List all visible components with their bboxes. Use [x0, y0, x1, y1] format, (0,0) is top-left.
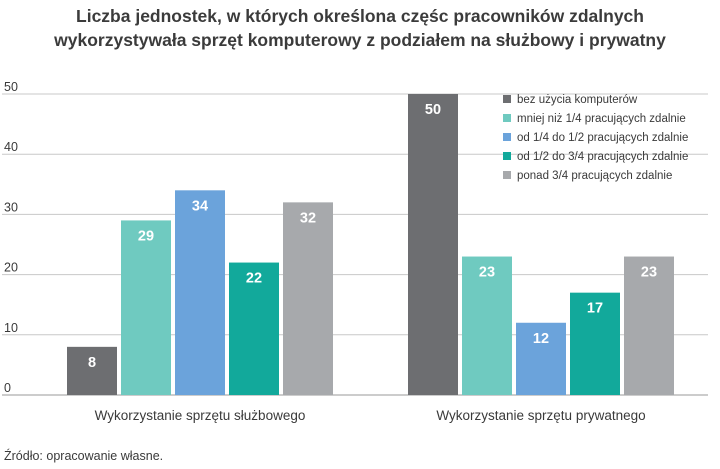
y-tick-label: 20 [4, 261, 18, 275]
bar [121, 220, 171, 395]
legend-label: bez użycia komputerów [517, 94, 638, 106]
data-label: 34 [192, 198, 208, 214]
data-label: 50 [425, 102, 441, 118]
bar [67, 346, 117, 395]
legend-swatch [503, 95, 511, 103]
bar [229, 262, 279, 395]
y-tick-label: 10 [4, 321, 18, 335]
chart-title-line-1: Liczba jednostek, w których określona cz… [76, 6, 644, 26]
chart-title: Liczba jednostek, w których określona cz… [0, 4, 720, 52]
bar [516, 322, 566, 395]
legend-swatch [503, 114, 511, 122]
legend-swatch [503, 133, 511, 141]
data-label: 29 [138, 228, 154, 244]
legend-label: od 1/2 do 3/4 pracujących zdalnie [517, 151, 688, 163]
legend-label: ponad 3/4 pracujących zdalnie [517, 170, 672, 182]
data-label: 12 [533, 331, 549, 347]
y-tick-label: 40 [4, 140, 18, 154]
bar [462, 256, 512, 395]
chart-title-line-2: wykorzystywała sprzęt komputerowy z podz… [54, 30, 666, 50]
bar [283, 202, 333, 395]
x-category-label: Wykorzystanie sprzętu służbowego [95, 408, 306, 423]
bar [570, 292, 620, 395]
data-label: 17 [587, 301, 603, 317]
legend-label: od 1/4 do 1/2 pracujących zdalnie [517, 132, 688, 144]
legend-swatch [503, 171, 511, 179]
y-tick-label: 50 [4, 80, 18, 94]
bar [624, 256, 674, 395]
legend-label: mniej niż 1/4 pracujących zdalnie [517, 113, 686, 125]
bar [175, 190, 225, 395]
x-category-label: Wykorzystanie sprzętu prywatnego [436, 408, 645, 423]
y-tick-label: 0 [4, 381, 11, 395]
source-note: Źródło: opracowanie własne. [4, 449, 164, 463]
data-label: 23 [641, 265, 657, 281]
legend-swatch [503, 152, 511, 160]
data-label: 22 [246, 271, 262, 287]
bar [408, 94, 458, 395]
data-label: 23 [479, 265, 495, 281]
y-tick-label: 30 [4, 200, 18, 214]
data-label: 8 [88, 355, 96, 371]
data-label: 32 [300, 210, 316, 226]
